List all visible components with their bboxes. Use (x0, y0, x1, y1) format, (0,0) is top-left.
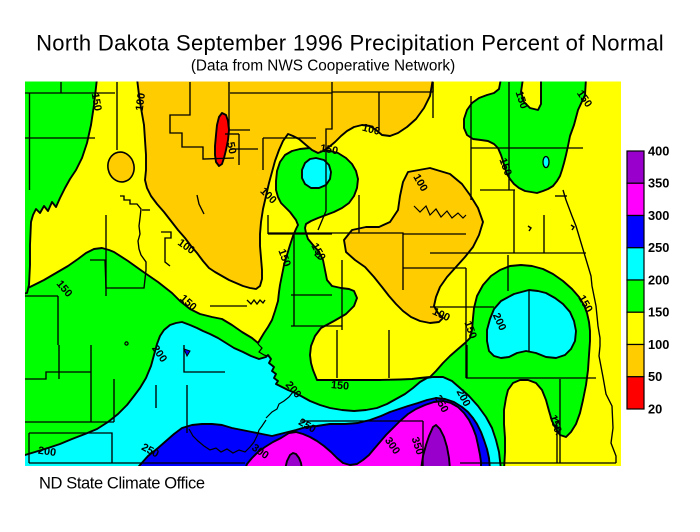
svg-text:350: 350 (648, 176, 669, 191)
svg-text:200: 200 (648, 272, 669, 287)
svg-text:100: 100 (361, 122, 382, 138)
svg-text:150: 150 (319, 142, 339, 157)
svg-text:300: 300 (648, 208, 669, 223)
svg-text:100: 100 (134, 92, 148, 112)
svg-text:150: 150 (496, 156, 513, 177)
svg-text:150: 150 (331, 379, 350, 393)
svg-text:50: 50 (224, 141, 238, 155)
svg-text:150: 150 (547, 414, 564, 435)
svg-text:100: 100 (648, 337, 669, 352)
svg-text:North Dakota September 1996 Pr: North Dakota September 1996 Precipitatio… (36, 31, 664, 56)
svg-text:350: 350 (409, 436, 426, 457)
svg-text:150: 150 (513, 90, 530, 111)
svg-text:250: 250 (648, 240, 669, 255)
svg-text:400: 400 (648, 143, 669, 158)
svg-text:150: 150 (648, 305, 669, 320)
svg-text:20: 20 (648, 401, 662, 416)
svg-text:150: 150 (89, 92, 104, 112)
svg-text:150: 150 (275, 247, 292, 268)
svg-text:50: 50 (648, 369, 662, 384)
svg-text:150: 150 (461, 319, 478, 340)
svg-text:ND State Climate Office: ND State Climate Office (39, 475, 205, 493)
svg-text:(Data from NWS Cooperative Net: (Data from NWS Cooperative Network) (191, 58, 455, 75)
svg-text:200: 200 (37, 445, 57, 459)
